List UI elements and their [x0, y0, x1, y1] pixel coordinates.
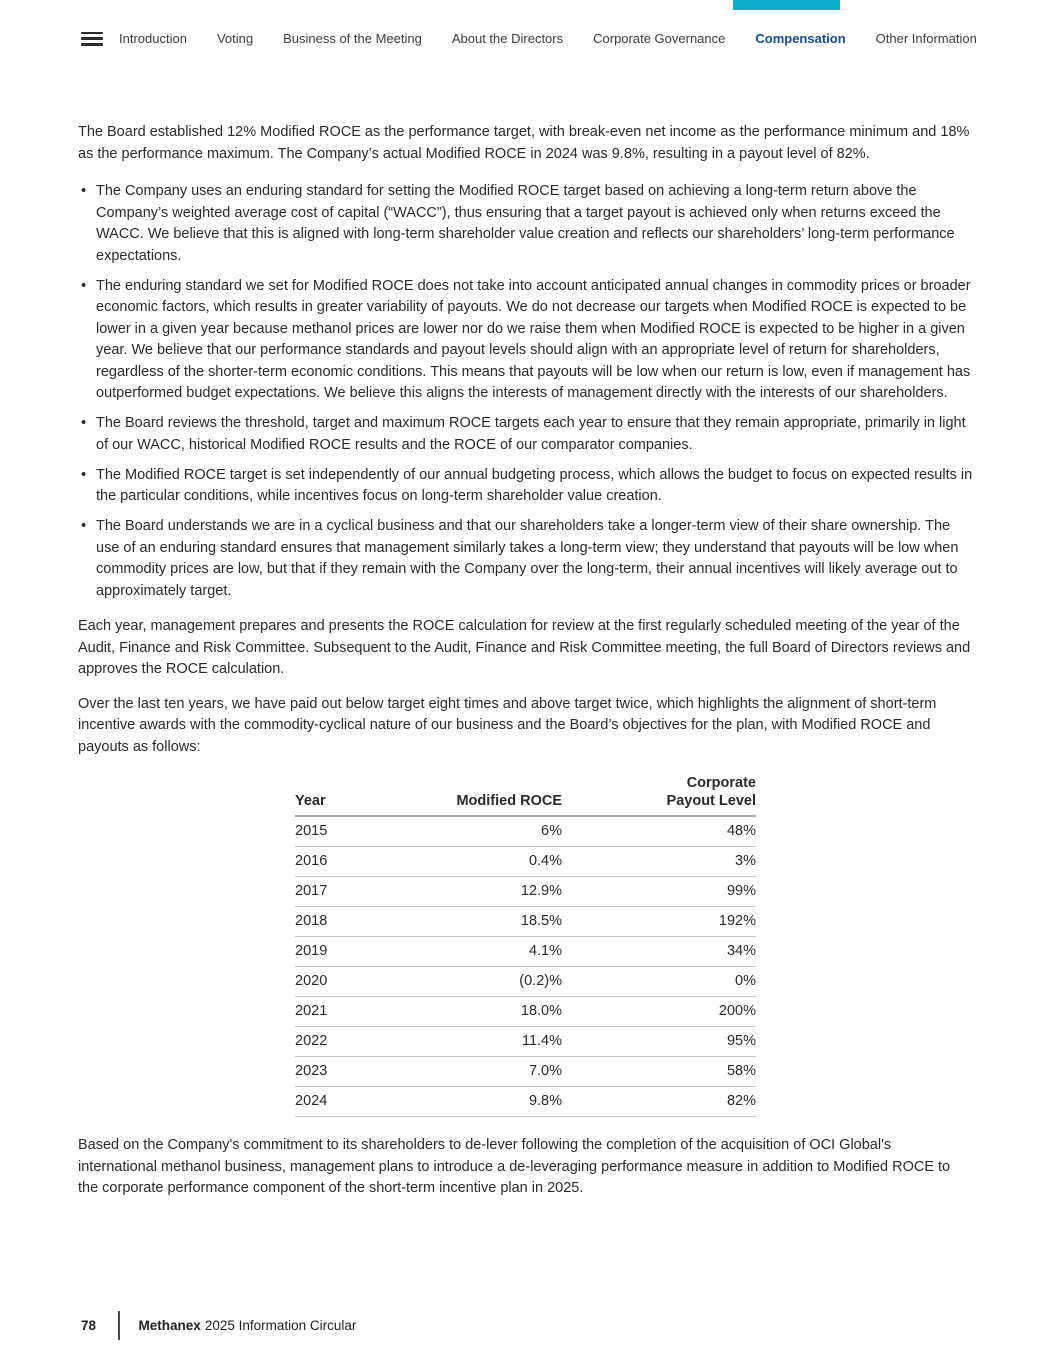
paragraph-roce-review: Each year, management prepares and prese…	[78, 618, 971, 677]
cell-year: 2017	[295, 876, 390, 907]
column-header-modified-roce: Modified ROCE	[390, 774, 562, 817]
nav-item-corporate-governance[interactable]: Corporate Governance	[593, 31, 726, 46]
cell-roce: 6%	[390, 816, 562, 847]
cell-year: 2022	[295, 1026, 390, 1057]
page-number: 78	[81, 1318, 97, 1333]
page-footer: 78 Methanex 2025 Information Circular	[81, 1311, 356, 1340]
table-row: 2020 (0.2)% 0%	[295, 966, 756, 997]
table-row: 2017 12.9% 99%	[295, 876, 756, 907]
cell-roce: 9.8%	[390, 1086, 562, 1117]
active-section-accent-bar	[733, 0, 840, 10]
cell-year: 2020	[295, 966, 390, 997]
column-header-year: Year	[295, 774, 390, 817]
cell-payout: 192%	[562, 906, 756, 937]
roce-payout-table: Year Modified ROCE Corporate Payout Leve…	[295, 774, 756, 1117]
table-row: 2024 9.8% 82%	[295, 1086, 756, 1117]
table-row: 2021 18.0% 200%	[295, 996, 756, 1027]
cell-payout: 95%	[562, 1026, 756, 1057]
hamburger-menu-icon[interactable]	[81, 31, 103, 46]
cell-payout: 82%	[562, 1086, 756, 1117]
cell-roce: 7.0%	[390, 1056, 562, 1087]
bullet-list: The Company uses an enduring standard fo…	[78, 181, 973, 602]
cell-year: 2016	[295, 846, 390, 877]
cell-roce: 12.9%	[390, 876, 562, 907]
bullet-item: The Modified ROCE target is set independ…	[78, 465, 973, 508]
paragraph-roce-target: The Board established 12% Modified ROCE …	[78, 124, 970, 162]
table-row: 2019 4.1% 34%	[295, 936, 756, 967]
cell-roce: 0.4%	[390, 846, 562, 877]
cell-year: 2019	[295, 936, 390, 967]
column-header-corporate-payout-level: Corporate Payout Level	[562, 774, 756, 817]
bullet-item: The Company uses an enduring standard fo…	[78, 181, 973, 267]
cell-year: 2024	[295, 1086, 390, 1117]
column-header-line2: Payout Level	[666, 793, 756, 809]
paragraph-deleverage-plan: Based on the Company's commitment to its…	[78, 1137, 951, 1196]
nav-item-introduction[interactable]: Introduction	[119, 31, 187, 46]
column-header-line1: Corporate	[686, 775, 756, 791]
nav-item-other-information[interactable]: Other Information	[875, 31, 977, 46]
cell-roce: 18.5%	[390, 906, 562, 937]
cell-year: 2018	[295, 906, 390, 937]
cell-payout: 200%	[562, 996, 756, 1027]
table-row: 2018 18.5% 192%	[295, 906, 756, 937]
cell-payout: 0%	[562, 966, 756, 997]
cell-payout: 34%	[562, 936, 756, 967]
footer-brand: Methanex	[138, 1318, 201, 1333]
cell-payout: 3%	[562, 846, 756, 877]
nav-item-business-of-the-meeting[interactable]: Business of the Meeting	[283, 31, 422, 46]
cell-year: 2015	[295, 816, 390, 847]
table-row: 2022 11.4% 95%	[295, 1026, 756, 1057]
bullet-item: The enduring standard we set for Modifie…	[78, 276, 973, 405]
cell-roce: 11.4%	[390, 1026, 562, 1057]
footer-title: 2025 Information Circular	[204, 1318, 357, 1333]
top-navigation: Introduction Voting Business of the Meet…	[81, 31, 977, 46]
cell-roce: (0.2)%	[390, 966, 562, 997]
table-row: 2015 6% 48%	[295, 816, 756, 847]
nav-item-compensation[interactable]: Compensation	[755, 31, 846, 46]
nav-item-about-the-directors[interactable]: About the Directors	[451, 31, 564, 46]
bullet-item: The Board understands we are in a cyclic…	[78, 516, 973, 602]
main-content: The Board established 12% Modified ROCE …	[78, 122, 973, 1213]
footer-divider	[118, 1311, 120, 1340]
bullet-item: The Board reviews the threshold, target …	[78, 413, 973, 456]
table-row: 2016 0.4% 3%	[295, 846, 756, 877]
table-row: 2023 7.0% 58%	[295, 1056, 756, 1087]
cell-payout: 99%	[562, 876, 756, 907]
table-header-row: Year Modified ROCE Corporate Payout Leve…	[295, 774, 756, 817]
cell-payout: 48%	[562, 816, 756, 847]
cell-year: 2021	[295, 996, 390, 1027]
cell-roce: 18.0%	[390, 996, 562, 1027]
paragraph-payout-history: Over the last ten years, we have paid ou…	[78, 695, 937, 755]
cell-payout: 58%	[562, 1056, 756, 1087]
nav-item-voting[interactable]: Voting	[216, 31, 254, 46]
cell-year: 2023	[295, 1056, 390, 1087]
cell-roce: 4.1%	[390, 936, 562, 967]
